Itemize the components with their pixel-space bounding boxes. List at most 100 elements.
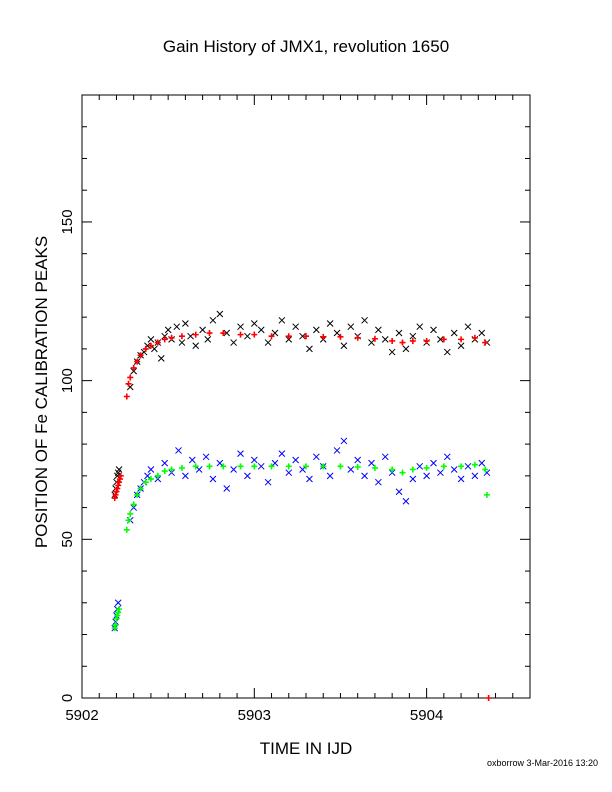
data-point — [130, 367, 138, 375]
data-point — [278, 450, 286, 457]
data-point — [271, 459, 279, 467]
data-point — [409, 337, 416, 344]
data-point — [326, 320, 334, 327]
data-point — [471, 334, 478, 341]
data-point — [204, 336, 212, 343]
data-point — [457, 342, 465, 350]
data-point — [271, 329, 279, 337]
data-point — [450, 329, 458, 337]
data-point — [127, 510, 134, 517]
data-point — [113, 488, 120, 495]
data-point — [157, 355, 165, 362]
data-point — [299, 466, 306, 473]
data-point — [230, 466, 237, 473]
data-point — [178, 339, 186, 346]
data-point — [326, 472, 334, 480]
data-point — [264, 339, 272, 346]
data-point — [388, 348, 396, 356]
data-point — [312, 326, 320, 334]
data-point — [478, 329, 486, 337]
data-point — [389, 466, 396, 473]
data-point — [192, 342, 200, 350]
data-point — [216, 310, 224, 318]
footer-timestamp: oxborrow 3-Mar-2016 13:20 — [487, 758, 598, 768]
data-point — [209, 316, 217, 324]
x-tick-label: 5904 — [410, 707, 443, 724]
data-point — [112, 491, 119, 498]
y-tick-label: 0 — [59, 694, 76, 702]
data-point — [173, 323, 181, 331]
data-point — [230, 339, 237, 346]
data-point — [137, 352, 144, 359]
y-tick-label: 150 — [59, 209, 76, 234]
data-point — [130, 501, 137, 508]
data-point — [409, 332, 417, 340]
data-point — [450, 466, 458, 473]
data-point — [443, 348, 451, 356]
data-point — [285, 333, 292, 340]
series-0 — [111, 310, 491, 499]
data-point — [278, 316, 286, 324]
data-point — [154, 475, 162, 483]
data-point — [482, 466, 489, 473]
data-point — [306, 475, 313, 483]
data-point — [112, 618, 119, 626]
data-point — [175, 447, 182, 454]
plot-frame — [81, 94, 531, 699]
data-point — [114, 485, 121, 492]
data-point — [375, 478, 382, 486]
data-point — [457, 475, 465, 483]
data-point — [116, 476, 123, 483]
data-point — [154, 472, 161, 479]
data-point — [423, 472, 430, 480]
data-point — [303, 463, 309, 470]
data-point — [206, 330, 213, 337]
data-point — [127, 374, 134, 381]
data-point — [147, 476, 154, 483]
data-point — [443, 453, 451, 461]
data-point — [320, 463, 327, 470]
data-point — [187, 332, 194, 340]
data-point — [147, 336, 155, 343]
data-point — [115, 466, 123, 473]
data-point — [285, 463, 292, 470]
data-point — [337, 463, 344, 470]
data-point — [123, 526, 130, 533]
data-point — [111, 625, 118, 632]
data-point — [399, 469, 406, 476]
data-point — [244, 332, 251, 340]
data-point — [168, 334, 175, 341]
data-point — [192, 463, 199, 470]
data-point — [471, 472, 479, 480]
data-point — [402, 345, 410, 353]
data-point — [389, 337, 396, 344]
series-3 — [111, 461, 490, 632]
data-point — [116, 606, 123, 613]
data-point — [142, 479, 149, 486]
data-point — [268, 333, 275, 340]
data-point — [368, 459, 375, 467]
data-point — [117, 472, 124, 479]
data-point — [292, 456, 300, 464]
data-point — [134, 358, 141, 365]
data-point — [333, 447, 341, 454]
data-point — [395, 329, 403, 337]
data-point — [130, 504, 138, 511]
data-point — [354, 456, 362, 464]
data-point — [164, 326, 172, 334]
data-point — [371, 464, 378, 471]
data-point — [388, 469, 396, 477]
data-point — [114, 612, 121, 619]
data-point — [368, 339, 375, 346]
data-point — [257, 462, 265, 470]
data-point — [409, 475, 417, 483]
data-point — [440, 336, 447, 343]
data-point — [202, 453, 210, 461]
data-point — [113, 615, 120, 622]
y-tick-label: 50 — [59, 531, 76, 548]
data-point — [354, 463, 361, 470]
data-point — [147, 342, 154, 349]
data-series — [111, 310, 492, 701]
data-point — [320, 333, 327, 340]
data-point — [182, 472, 189, 480]
